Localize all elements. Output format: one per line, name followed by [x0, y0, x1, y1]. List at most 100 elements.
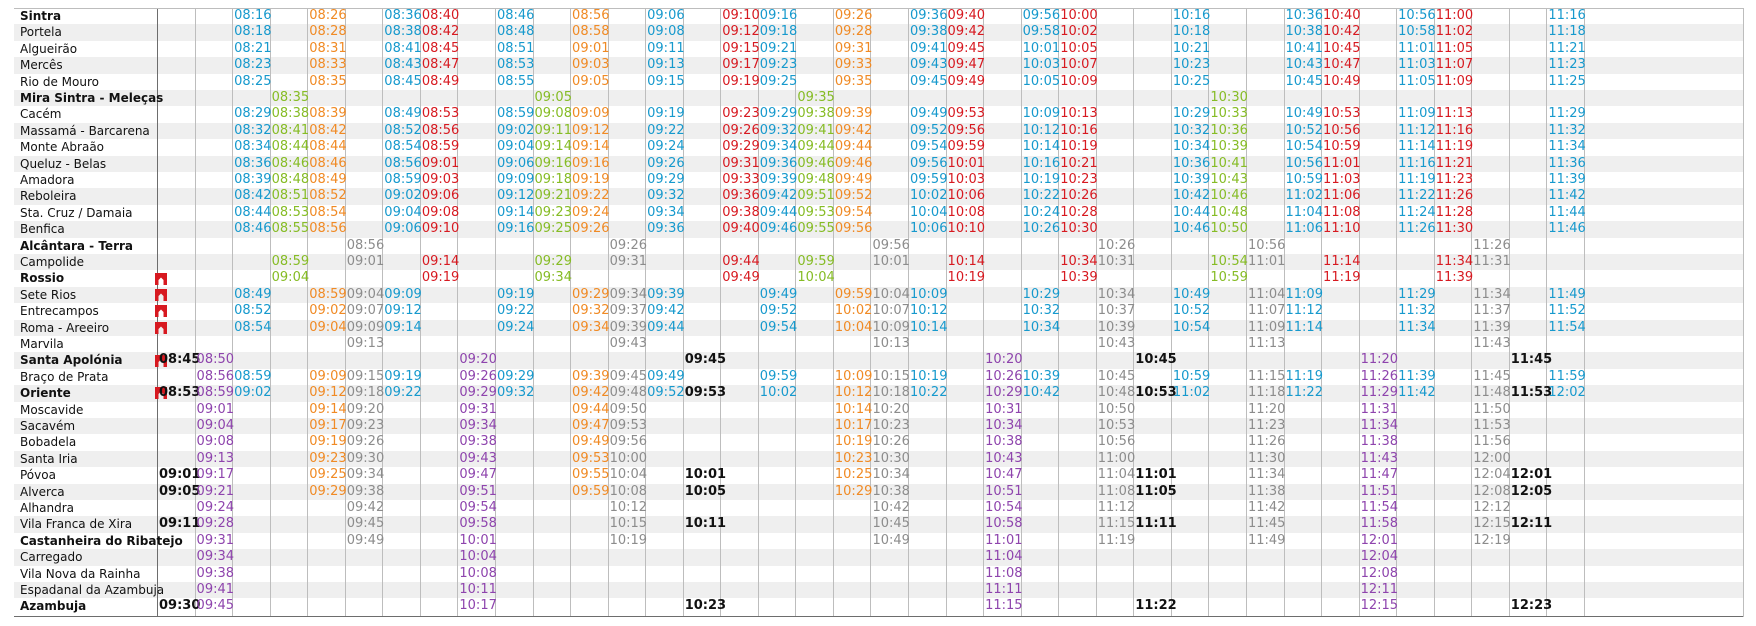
departure-time: 10:05 — [684, 483, 727, 499]
departure-time: 11:58 — [1360, 516, 1399, 532]
metro-icon — [155, 321, 167, 334]
departure-time: 08:39 — [309, 106, 347, 122]
departure-time: 10:06 — [910, 221, 948, 237]
departure-time: 08:49 — [234, 286, 272, 302]
departure-time: 11:07 — [1435, 57, 1474, 73]
departure-time: 11:06 — [1285, 221, 1323, 237]
departure-time: 11:09 — [1398, 106, 1436, 122]
departure-time: 09:49 — [947, 73, 986, 89]
departure-time: 09:15 — [346, 368, 385, 384]
departure-time: 08:42 — [421, 24, 460, 40]
departure-time: 08:38 — [384, 24, 422, 40]
departure-time: 11:10 — [1323, 221, 1361, 237]
departure-time: 08:34 — [234, 139, 272, 155]
departure-time: 10:04 — [797, 270, 835, 286]
departure-time: 10:43 — [1285, 57, 1323, 73]
departure-time: 11:53 — [1473, 418, 1511, 433]
departure-time: 11:25 — [1548, 73, 1586, 89]
departure-time: 10:45 — [1323, 40, 1361, 56]
station-name: Braço de Prata — [20, 369, 109, 384]
departure-time: 09:45 — [609, 368, 648, 384]
departure-time: 09:22 — [496, 303, 535, 319]
departure-time: 11:39 — [1435, 270, 1474, 286]
departure-time: 12:08 — [1360, 565, 1399, 581]
departure-time: 09:29 — [309, 483, 347, 499]
departure-time: 11:18 — [1548, 24, 1586, 40]
station-row-sacavem — [14, 418, 1744, 435]
departure-time: 08:39 — [234, 172, 272, 187]
departure-time: 09:42 — [759, 188, 798, 204]
departure-time: 11:19 — [1323, 270, 1361, 286]
departure-time: 11:42 — [1548, 188, 1586, 204]
departure-time: 08:59 — [196, 385, 235, 401]
column-divider — [1133, 8, 1135, 617]
departure-time: 09:44 — [722, 254, 760, 269]
column-divider — [795, 8, 797, 617]
departure-time: 11:34 — [1435, 254, 1474, 269]
departure-time: 09:59 — [947, 139, 986, 155]
departure-time: 09:23 — [759, 57, 798, 73]
departure-time: 09:26 — [609, 237, 648, 253]
departure-time: 10:37 — [1097, 303, 1136, 319]
departure-time: 09:40 — [947, 8, 986, 23]
departure-time: 11:46 — [1548, 221, 1586, 237]
departure-time: 08:23 — [234, 57, 272, 73]
station-name: Sta. Cruz / Damaia — [20, 205, 133, 220]
departure-time: 08:59 — [421, 139, 460, 155]
departure-time: 09:39 — [759, 172, 798, 187]
departure-time: 11:19 — [1435, 139, 1474, 155]
departure-time: 08:45 — [159, 352, 201, 368]
departure-time: 10:22 — [910, 385, 948, 401]
departure-time: 10:25 — [834, 467, 873, 483]
departure-time: 10:39 — [1060, 270, 1098, 286]
departure-time: 08:51 — [496, 40, 535, 56]
departure-time: 10:34 — [1097, 286, 1136, 302]
departure-time: 08:41 — [271, 122, 310, 138]
departure-time: 09:29 — [534, 254, 572, 269]
departure-time: 08:44 — [234, 204, 272, 220]
departure-time: 10:52 — [1285, 122, 1323, 138]
departure-time: 10:49 — [1172, 286, 1211, 302]
departure-time: 09:14 — [421, 254, 460, 269]
station-name: Sacavém — [20, 419, 76, 433]
departure-time: 09:12 — [722, 24, 760, 40]
departure-time: 11:43 — [1360, 450, 1399, 466]
departure-time: 10:05 — [1022, 73, 1061, 89]
departure-time: 09:05 — [572, 73, 610, 89]
departure-time: 09:52 — [759, 303, 798, 319]
departure-time: 12:02 — [1548, 385, 1586, 401]
departure-time: 11:04 — [1247, 286, 1286, 302]
departure-time: 09:08 — [534, 106, 572, 122]
column-divider — [1058, 8, 1060, 617]
departure-time: 09:06 — [384, 221, 422, 237]
departure-time: 10:38 — [1285, 24, 1323, 40]
departure-time: 11:48 — [1473, 385, 1511, 401]
departure-time: 10:25 — [1172, 73, 1211, 89]
column-divider — [720, 8, 722, 617]
departure-time: 09:39 — [647, 286, 685, 302]
departure-time: 10:16 — [1060, 122, 1098, 138]
departure-time: 08:49 — [384, 106, 422, 122]
departure-time: 09:31 — [459, 401, 497, 417]
departure-time: 09:04 — [196, 418, 235, 433]
departure-time: 09:14 — [384, 319, 422, 335]
departure-time: 11:02 — [1435, 24, 1474, 40]
departure-time: 12:01 — [1360, 532, 1399, 548]
departure-time: 09:12 — [384, 303, 422, 319]
departure-time: 11:15 — [985, 598, 1023, 614]
departure-time: 09:42 — [346, 500, 385, 515]
departure-time: 09:36 — [722, 188, 760, 204]
departure-time: 10:07 — [1060, 57, 1098, 73]
departure-time: 12:04 — [1360, 549, 1399, 565]
departure-time: 09:17 — [309, 418, 347, 433]
departure-time: 09:01 — [421, 155, 460, 171]
departure-time: 09:06 — [421, 188, 460, 204]
departure-time: 11:31 — [1473, 254, 1511, 269]
departure-time: 11:39 — [1473, 319, 1511, 335]
station-row-campolide — [14, 254, 1744, 271]
departure-time: 09:04 — [496, 139, 535, 155]
departure-time: 09:34 — [647, 204, 685, 220]
departure-time: 10:00 — [609, 450, 648, 466]
departure-time: 12:05 — [1510, 483, 1553, 499]
departure-time: 11:29 — [1398, 286, 1436, 302]
